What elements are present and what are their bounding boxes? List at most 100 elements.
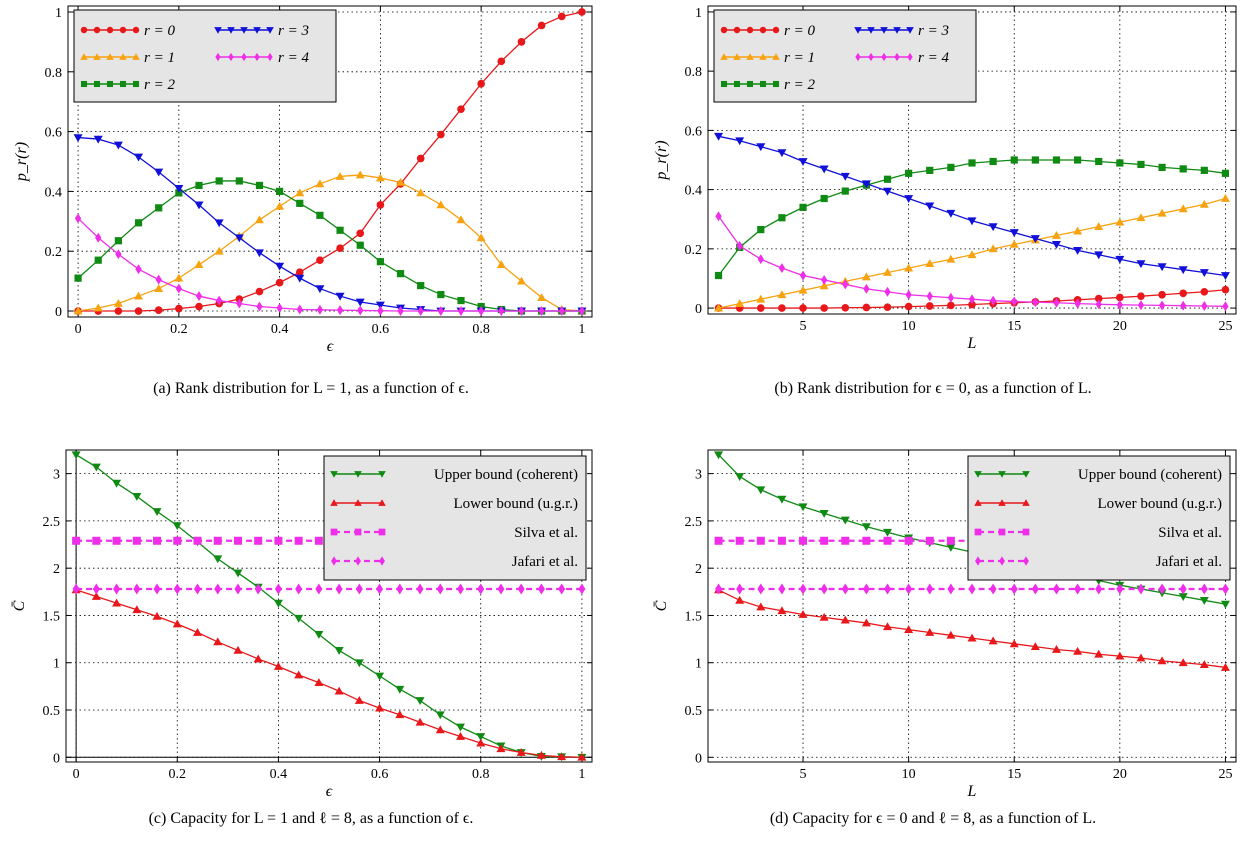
data-point [1137,160,1145,169]
data-point [946,209,956,218]
data-point [1179,289,1188,298]
x-tick-label: 20 [1113,767,1127,782]
data-point [947,301,955,310]
data-point [213,555,223,564]
data-point [155,204,163,212]
chart-a: 0 0.2 0.4 0.6 0.8 1 0 0.2 0.4 0.6 0.8 1 ϵ p_r(r) r = 0… [13,5,593,355]
data-point [1094,649,1104,658]
data-point [517,38,526,46]
data-point [989,583,997,595]
legend-marker [227,27,235,34]
data-point [94,256,102,264]
data-point [946,630,956,639]
y-tick-label: 1 [53,657,60,672]
data-point [735,299,745,308]
data-point [1199,660,1209,668]
y-tick-label: 2.5 [685,515,703,530]
legend-entry: r = 2 [720,77,815,93]
data-point [194,583,201,595]
legend-marker [228,52,234,62]
data-point [715,583,723,595]
legend-marker [106,80,114,88]
data-point [778,304,786,312]
data-point [415,717,425,726]
data-point [1052,583,1060,595]
data-point [1201,301,1208,311]
data-point [215,177,223,185]
legend-marker [215,52,221,62]
data-point [132,536,141,545]
data-point [1200,287,1209,296]
data-point [989,157,997,166]
data-point [904,625,914,634]
series-r-0 [74,8,586,315]
legend-marker [106,26,114,34]
data-point [714,451,724,460]
data-point [1074,583,1082,595]
legend-marker [733,26,741,34]
data-point [214,246,224,255]
data-point [1200,166,1208,174]
legend-marker [331,556,337,566]
data-point [883,268,893,276]
data-point [357,305,364,316]
data-point [883,528,893,537]
data-point [1115,651,1125,660]
data-point [195,302,203,311]
data-point [1157,263,1167,272]
legend-marker [241,52,247,62]
data-point [356,241,364,249]
x-tick-label: 0.6 [372,322,390,337]
legend-marker [867,27,875,34]
data-point [516,276,526,285]
data-point [254,536,263,545]
data-point [93,303,103,312]
data-point [114,307,123,315]
legend-marker [733,80,741,88]
data-point [820,536,829,545]
data-point [756,536,765,545]
data-point [988,636,998,645]
data-point [1221,285,1230,294]
legend-marker [354,528,362,536]
legend-label: Upper bound (coherent) [1078,467,1222,483]
x-tick-label: 0.4 [271,322,289,337]
data-point [861,523,871,532]
series-jafari-et-al [72,583,586,595]
data-point [884,583,892,595]
data-point [296,304,303,315]
legend-marker [720,26,728,34]
x-axis-label: L [967,783,977,800]
legend-box [713,9,977,103]
data-point [1116,293,1124,302]
legend-marker [880,27,888,34]
data-point [255,181,264,190]
series-line [77,174,582,312]
data-point [946,254,956,263]
data-point [1200,583,1208,595]
data-point [72,536,81,545]
data-point [477,583,485,595]
legend-label: Silva et al. [1158,525,1222,541]
chart-b: 5 10 15 20 25 0 0.2 0.4 0.6 0.8 1 Lp_r(r) r = 0 r = 1… [653,5,1237,352]
data-point [988,244,998,253]
data-point [476,733,486,741]
data-point [1115,255,1125,264]
data-point [925,259,935,268]
legend-label: r = 2 [784,77,815,93]
data-point [152,508,162,516]
series-r-2 [74,177,586,315]
data-point [798,503,808,512]
legend-entry: r = 1 [720,50,815,66]
data-point [1221,169,1230,177]
data-point [883,622,893,631]
data-point [1136,260,1146,269]
data-point [497,57,506,66]
legend-entry: r = 4 [855,50,949,66]
data-point [276,303,283,313]
legend-marker [355,556,361,566]
data-point [862,536,871,545]
data-point [496,744,506,753]
data-point [275,262,285,271]
x-tick-label: 25 [1218,767,1232,782]
